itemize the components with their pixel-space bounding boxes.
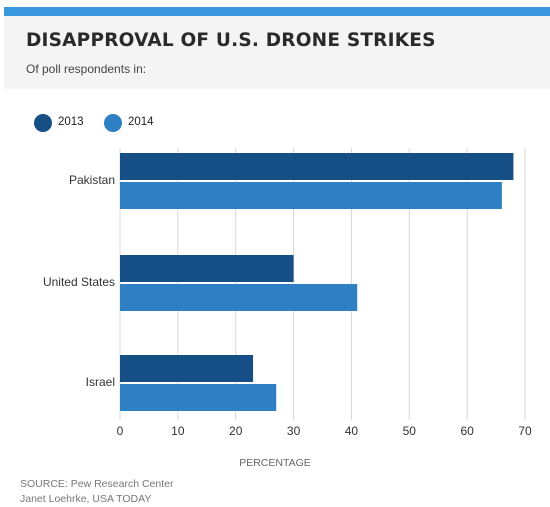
x-axis-label: PERCENTAGE <box>239 457 311 469</box>
bar-pakistan-2013 <box>120 153 514 180</box>
legend-swatch-2014 <box>104 114 122 132</box>
x-tick-label: 70 <box>518 424 532 438</box>
category-label: Pakistan <box>69 173 115 187</box>
bar-israel-2014 <box>120 384 277 411</box>
source-credit: SOURCE: Pew Research Center Janet Loehrk… <box>20 477 173 507</box>
x-tick-label: 0 <box>117 424 124 438</box>
source-line: SOURCE: Pew Research Center <box>20 478 174 490</box>
chart-header: DISAPPROVAL OF U.S. DRONE STRIKES Of pol… <box>4 16 550 89</box>
category-label: Israel <box>86 375 115 389</box>
top-accent-bar <box>4 7 550 16</box>
bar-chart: 0 10 20 30 40 50 60 70 Pakistan United States Isra… <box>43 148 532 438</box>
chart-title: DISAPPROVAL OF U.S. DRONE STRIKES <box>26 30 436 51</box>
bar-israel-2013 <box>120 355 254 382</box>
x-tick-label: 50 <box>403 424 417 438</box>
x-tick-label: 20 <box>229 424 243 438</box>
legend-label-2013: 2013 <box>58 116 84 128</box>
bar-pakistan-2014 <box>120 182 502 209</box>
chart-subtitle: Of poll respondents in: <box>26 62 147 76</box>
legend-swatch-2013 <box>34 114 52 132</box>
x-tick-label: 30 <box>287 424 301 438</box>
bar-united-states-2013 <box>120 255 294 282</box>
bar-united-states-2014 <box>120 284 358 311</box>
legend-label-2014: 2014 <box>128 116 154 128</box>
x-tick-label: 40 <box>345 424 359 438</box>
x-tick-label: 10 <box>171 424 185 438</box>
category-label: United States <box>43 275 115 289</box>
credit-line: Janet Loehrke, USA TODAY <box>20 493 152 505</box>
x-tick-label: 60 <box>460 424 474 438</box>
